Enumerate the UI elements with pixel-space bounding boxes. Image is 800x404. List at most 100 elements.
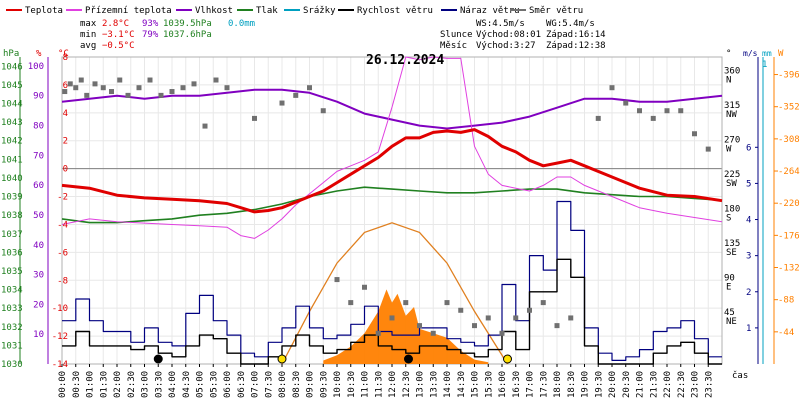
direction-tick-name: SW <box>726 179 737 189</box>
hpa-tick-label: 1037 <box>1 230 23 240</box>
pct-tick-label: 30 <box>33 271 44 281</box>
wind-gust-line <box>62 200 722 361</box>
sunset-time: Západ:16:14 <box>546 30 606 40</box>
rain-axis-unit: mm <box>762 49 772 58</box>
direction-axis-unit: ° <box>726 49 731 59</box>
wind-tick-label: 1 <box>746 324 751 334</box>
hpa-tick-label: 1042 <box>1 137 23 147</box>
stat-max-hum: 93% <box>142 19 159 29</box>
hpa-tick-label: 1030 <box>1 360 23 370</box>
humidity-line <box>61 88 723 130</box>
hpa-tick-label: 1033 <box>1 304 23 314</box>
x-tick-label: 17:00 <box>526 371 536 398</box>
direction-tick-degree: 90 <box>724 274 735 284</box>
x-tick-label: 09:30 <box>319 371 329 398</box>
temp-tick-label: -6 <box>57 248 68 258</box>
direction-tick-degree: 360 <box>724 66 740 76</box>
wind-direction-point <box>73 85 79 91</box>
wind-direction-point <box>554 323 560 329</box>
stat-avg-label: avg <box>80 41 96 51</box>
direction-tick-degree: 45 <box>724 308 735 318</box>
wind-tick-label: 6 <box>746 143 751 153</box>
temp-axis-unit: °C <box>58 49 69 59</box>
x-tick-label: 18:30 <box>567 371 577 398</box>
x-tick-label: 00:30 <box>72 371 82 398</box>
x-tick-label: 07:30 <box>264 371 274 398</box>
solar-tick-label: -264 <box>778 167 800 177</box>
wind-direction-point <box>678 108 684 114</box>
temp-tick-label: -2 <box>57 193 68 203</box>
stats-block: max 2.8°C 93% 1039.5hPa 0.0mm min −3.1°C… <box>80 19 255 51</box>
wind-direction-point <box>375 330 381 336</box>
wind-tick-label: 5 <box>746 179 751 189</box>
legend-label: Náraz větru <box>460 6 520 16</box>
direction-tick-name: SE <box>726 248 737 258</box>
temp-tick-label: 6 <box>63 81 68 91</box>
wind-direction-point <box>389 315 395 321</box>
x-tick-label: 13:30 <box>429 371 439 398</box>
wind-direction-point <box>125 92 131 98</box>
wind-direction-point <box>637 108 642 114</box>
chart-title: 26.12.2024 <box>366 53 444 68</box>
wind-tick-label: 4 <box>746 216 751 226</box>
hpa-tick-label: 1031 <box>1 341 23 351</box>
x-tick-label: 05:30 <box>209 371 219 398</box>
x-tick-label: 20:00 <box>608 371 618 398</box>
direction-tick-degree: 180 <box>724 205 740 215</box>
direction-tick-name: NE <box>726 317 737 327</box>
x-tick-label: 17:30 <box>539 371 549 398</box>
wind-direction-point <box>117 77 123 83</box>
wind-tick-label: 3 <box>746 252 751 262</box>
x-tick-label: 15:30 <box>484 371 494 398</box>
direction-tick-degree: 270 <box>724 135 740 145</box>
legend-label: Směr větru <box>529 6 583 16</box>
wind-direction-point <box>430 330 436 336</box>
wind-direction-point <box>472 323 477 329</box>
solar-tick-label: -44 <box>778 328 794 338</box>
x-tick-label: 03:30 <box>154 371 164 398</box>
wind-direction-point <box>92 81 98 87</box>
solar-tick-label: -352 <box>778 103 800 113</box>
x-tick-label: 05:00 <box>196 371 206 398</box>
x-tick-label: 07:00 <box>251 371 261 398</box>
x-tick-label: 19:00 <box>581 371 591 398</box>
x-axis-label: čas <box>732 370 748 381</box>
wind-direction-point <box>595 115 601 121</box>
x-tick-label: 04:30 <box>182 371 192 398</box>
stat-max-press: 1039.5hPa <box>163 19 212 29</box>
direction-tick-degree: 135 <box>724 239 740 249</box>
hpa-axis-unit: hPa <box>3 49 19 59</box>
wind-direction-point <box>705 146 711 152</box>
wind-direction-point <box>650 115 656 121</box>
wind-direction-point <box>279 100 285 106</box>
pct-tick-label: 20 <box>33 300 44 310</box>
solar-tick-label: -132 <box>778 264 800 274</box>
x-tick-label: 02:00 <box>113 371 123 398</box>
x-tick-label: 13:00 <box>416 371 426 398</box>
x-tick-label: 22:30 <box>677 371 687 398</box>
x-tick-label: 10:00 <box>333 371 343 398</box>
astro-info: WS:4.5m/s WG:5.4m/s Slunce Východ:08:01 … <box>440 19 606 51</box>
ground-temperature-line <box>61 56 723 239</box>
wind-direction-point <box>109 89 114 95</box>
clear-sky-radiation-line <box>281 222 509 365</box>
temp-tick-label: -10 <box>52 304 68 314</box>
x-tick-label: 19:30 <box>594 371 604 398</box>
hpa-tick-label: 1045 <box>1 81 23 91</box>
x-tick-label: 02:30 <box>127 371 137 398</box>
direction-tick-name: W <box>726 144 732 154</box>
temp-tick-label: 4 <box>63 109 68 119</box>
wind-direction-point <box>224 85 230 91</box>
hpa-tick-label: 1040 <box>1 174 23 184</box>
x-tick-label: 08:00 <box>278 371 288 398</box>
wind-direction-point <box>158 92 164 98</box>
legend-label: Vlhkost <box>195 6 233 16</box>
legend-label: Teplota <box>25 6 63 16</box>
x-tick-label: 03:00 <box>141 371 151 398</box>
moon-label: Měsíc <box>440 41 467 51</box>
solar-tick-label: -396 <box>778 71 800 81</box>
wind-direction-point <box>527 307 532 313</box>
stat-max-rain: 0.0mm <box>228 19 255 29</box>
moonrise-time: Východ:3:27 <box>476 41 536 51</box>
